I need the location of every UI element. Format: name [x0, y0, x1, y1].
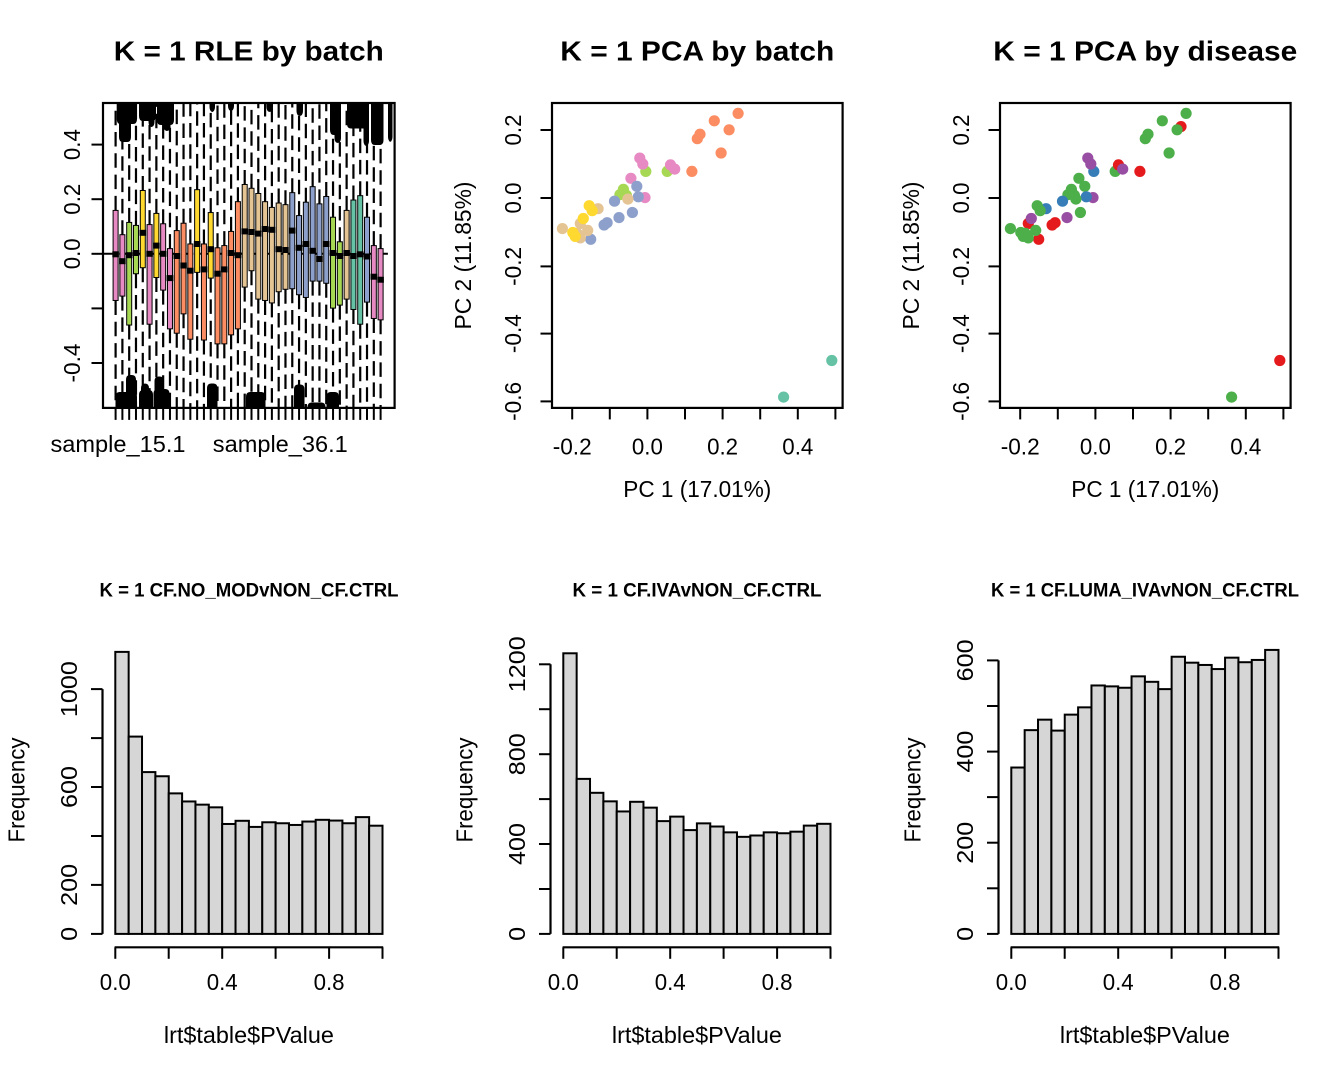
svg-text:0.0: 0.0 — [948, 183, 974, 214]
svg-text:0.4: 0.4 — [1230, 434, 1261, 460]
svg-text:-0.4: -0.4 — [948, 314, 974, 353]
svg-text:-0.2: -0.2 — [948, 247, 974, 286]
svg-text:Frequency: Frequency — [900, 737, 926, 842]
svg-text:K = 1 PCA by disease: K = 1 PCA by disease — [993, 36, 1297, 67]
svg-text:0.8: 0.8 — [1210, 969, 1241, 995]
svg-text:0.0: 0.0 — [548, 969, 579, 995]
svg-text:-0.4: -0.4 — [59, 343, 85, 382]
svg-text:-0.2: -0.2 — [1001, 434, 1040, 460]
svg-text:600: 600 — [952, 639, 978, 681]
svg-text:400: 400 — [504, 823, 530, 865]
svg-text:K = 1 CF.IVAvNON_CF.CTRL: K = 1 CF.IVAvNON_CF.CTRL — [573, 581, 822, 602]
svg-text:0.2: 0.2 — [1155, 434, 1186, 460]
svg-text:PC 2 (11.85%): PC 2 (11.85%) — [898, 182, 924, 330]
svg-text:K = 1 CF.LUMA_IVAvNON_CF.CTRL: K = 1 CF.LUMA_IVAvNON_CF.CTRL — [991, 581, 1299, 602]
svg-text:1000: 1000 — [56, 661, 82, 717]
svg-text:0.4: 0.4 — [207, 969, 238, 995]
svg-text:200: 200 — [56, 864, 82, 906]
svg-text:600: 600 — [56, 766, 82, 808]
svg-text:K = 1 CF.NO_MODvNON_CF.CTRL: K = 1 CF.NO_MODvNON_CF.CTRL — [100, 581, 399, 602]
svg-text:0.0: 0.0 — [632, 434, 663, 460]
svg-text:-0.4: -0.4 — [500, 314, 526, 353]
svg-text:lrt$table$PValue: lrt$table$PValue — [1060, 1022, 1230, 1048]
svg-text:0: 0 — [952, 927, 978, 941]
svg-text:0.0: 0.0 — [1080, 434, 1111, 460]
svg-text:-0.6: -0.6 — [948, 382, 974, 421]
svg-text:0.0: 0.0 — [996, 969, 1027, 995]
svg-text:0.4: 0.4 — [1103, 969, 1134, 995]
svg-text:K = 1 RLE by batch: K = 1 RLE by batch — [114, 36, 384, 67]
svg-text:K = 1 PCA by batch: K = 1 PCA by batch — [560, 36, 834, 67]
svg-text:Frequency: Frequency — [4, 737, 30, 842]
svg-text:-0.6: -0.6 — [500, 382, 526, 421]
svg-text:0.2: 0.2 — [500, 115, 526, 146]
svg-text:0.4: 0.4 — [782, 434, 813, 460]
svg-text:PC 1 (17.01%): PC 1 (17.01%) — [1071, 476, 1219, 502]
svg-text:sample_15.1: sample_15.1 — [51, 431, 186, 457]
svg-text:PC 2 (11.85%): PC 2 (11.85%) — [450, 182, 476, 330]
svg-text:lrt$table$PValue: lrt$table$PValue — [164, 1022, 334, 1048]
svg-text:0.2: 0.2 — [948, 115, 974, 146]
svg-text:0: 0 — [504, 927, 530, 941]
svg-text:PC 1 (17.01%): PC 1 (17.01%) — [623, 476, 771, 502]
svg-text:0.2: 0.2 — [707, 434, 738, 460]
svg-text:400: 400 — [952, 731, 978, 773]
svg-text:0.2: 0.2 — [59, 184, 85, 215]
svg-text:0.8: 0.8 — [762, 969, 793, 995]
svg-text:1200: 1200 — [504, 636, 530, 692]
svg-text:0.8: 0.8 — [314, 969, 345, 995]
svg-text:-0.2: -0.2 — [500, 247, 526, 286]
svg-text:sample_36.1: sample_36.1 — [213, 431, 348, 457]
svg-text:0.0: 0.0 — [59, 238, 85, 269]
svg-text:0.0: 0.0 — [500, 183, 526, 214]
svg-text:0.4: 0.4 — [59, 129, 85, 160]
svg-text:-0.2: -0.2 — [553, 434, 592, 460]
svg-text:Frequency: Frequency — [452, 737, 478, 842]
svg-text:lrt$table$PValue: lrt$table$PValue — [612, 1022, 782, 1048]
svg-text:200: 200 — [952, 822, 978, 864]
svg-text:0.4: 0.4 — [655, 969, 686, 995]
svg-text:0.0: 0.0 — [100, 969, 131, 995]
svg-text:800: 800 — [504, 733, 530, 775]
svg-text:0: 0 — [56, 927, 82, 941]
